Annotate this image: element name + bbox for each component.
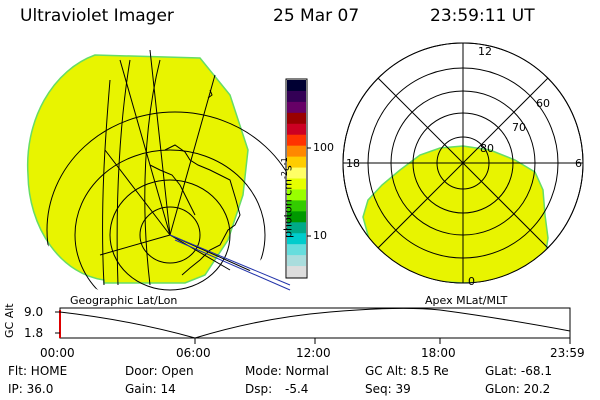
mlat-60-label: 60 [536, 97, 550, 110]
colorbar-frame [285, 78, 308, 279]
status-mode: Mode: Normal [245, 364, 329, 378]
colorbar-stripe [287, 112, 306, 125]
altitude-axis-label: GC Alt [3, 303, 16, 338]
altitude-tick-low: 1.8 [24, 326, 44, 340]
status-dsp-value: -5.4 [285, 382, 309, 396]
colorbar-stripe [287, 90, 306, 103]
status-gain: Gain: 14 [125, 382, 176, 396]
colorbar-tick-100: 100 [313, 141, 334, 154]
colorbar-stripe [287, 123, 306, 136]
colorbar-stripe [287, 233, 306, 245]
altitude-curve [59, 307, 571, 339]
date-label: 25 Mar 07 [273, 6, 360, 26]
status-ip: IP: 36.0 [8, 382, 54, 396]
polar-panel [342, 42, 584, 284]
status-glat: GLat: -68.1 [485, 364, 552, 378]
time-tick: 12:00 [296, 346, 331, 360]
time-tick: 23:59 [550, 346, 585, 360]
colorbar-stripe [287, 200, 306, 212]
mlt-12-label: 12 [478, 45, 492, 58]
colorbar-stripe [287, 134, 306, 147]
mlt-18-label: 18 [346, 157, 360, 170]
geographic-panel [20, 36, 295, 305]
status-gc-alt: GC Alt: 8.5 Re [365, 364, 449, 378]
geographic-panel-label: Geographic Lat/Lon [70, 294, 178, 307]
colorbar-stripe [287, 156, 306, 169]
mlt-0-label: 0 [468, 275, 475, 288]
colorbar-stripe [287, 211, 306, 223]
colorbar-stripe [287, 101, 306, 114]
colorbar-stripe [287, 145, 306, 158]
altitude-plot [55, 307, 571, 344]
colorbar-stripe [287, 167, 306, 179]
status-door: Door: Open [125, 364, 194, 378]
colorbar-stripe [287, 266, 306, 278]
status-dsp-label: Dsp: [245, 382, 273, 396]
status-seq: Seq: 39 [365, 382, 411, 396]
colorbar-stripe [287, 222, 306, 234]
mlt-6-label: 6 [575, 157, 582, 170]
colorbar-stripe [287, 178, 306, 190]
polar-panel-label: Apex MLat/MLT [425, 294, 508, 307]
colorbar-tick-10: 10 [313, 229, 327, 242]
status-flight: Flt: HOME [8, 364, 68, 378]
colorbar-unit-label: photon cm-2s-1 [280, 157, 295, 238]
time-tick: 00:00 [40, 346, 75, 360]
colorbar [285, 78, 311, 279]
geographic-auroral-image [26, 54, 249, 284]
time-label: 23:59:11 UT [430, 6, 535, 26]
colorbar-stripe [287, 189, 306, 201]
colorbar-stripe [287, 255, 306, 267]
status-glon: GLon: 20.2 [485, 382, 551, 396]
instrument-title: Ultraviolet Imager [20, 6, 174, 26]
altitude-tick-high: 9.0 [24, 305, 44, 319]
mlat-70-label: 70 [512, 121, 526, 134]
time-tick: 06:00 [176, 346, 211, 360]
time-tick: 18:00 [421, 346, 456, 360]
mlat-80-label: 80 [480, 142, 494, 155]
colorbar-stripe [287, 80, 306, 92]
colorbar-stripe [287, 244, 306, 256]
